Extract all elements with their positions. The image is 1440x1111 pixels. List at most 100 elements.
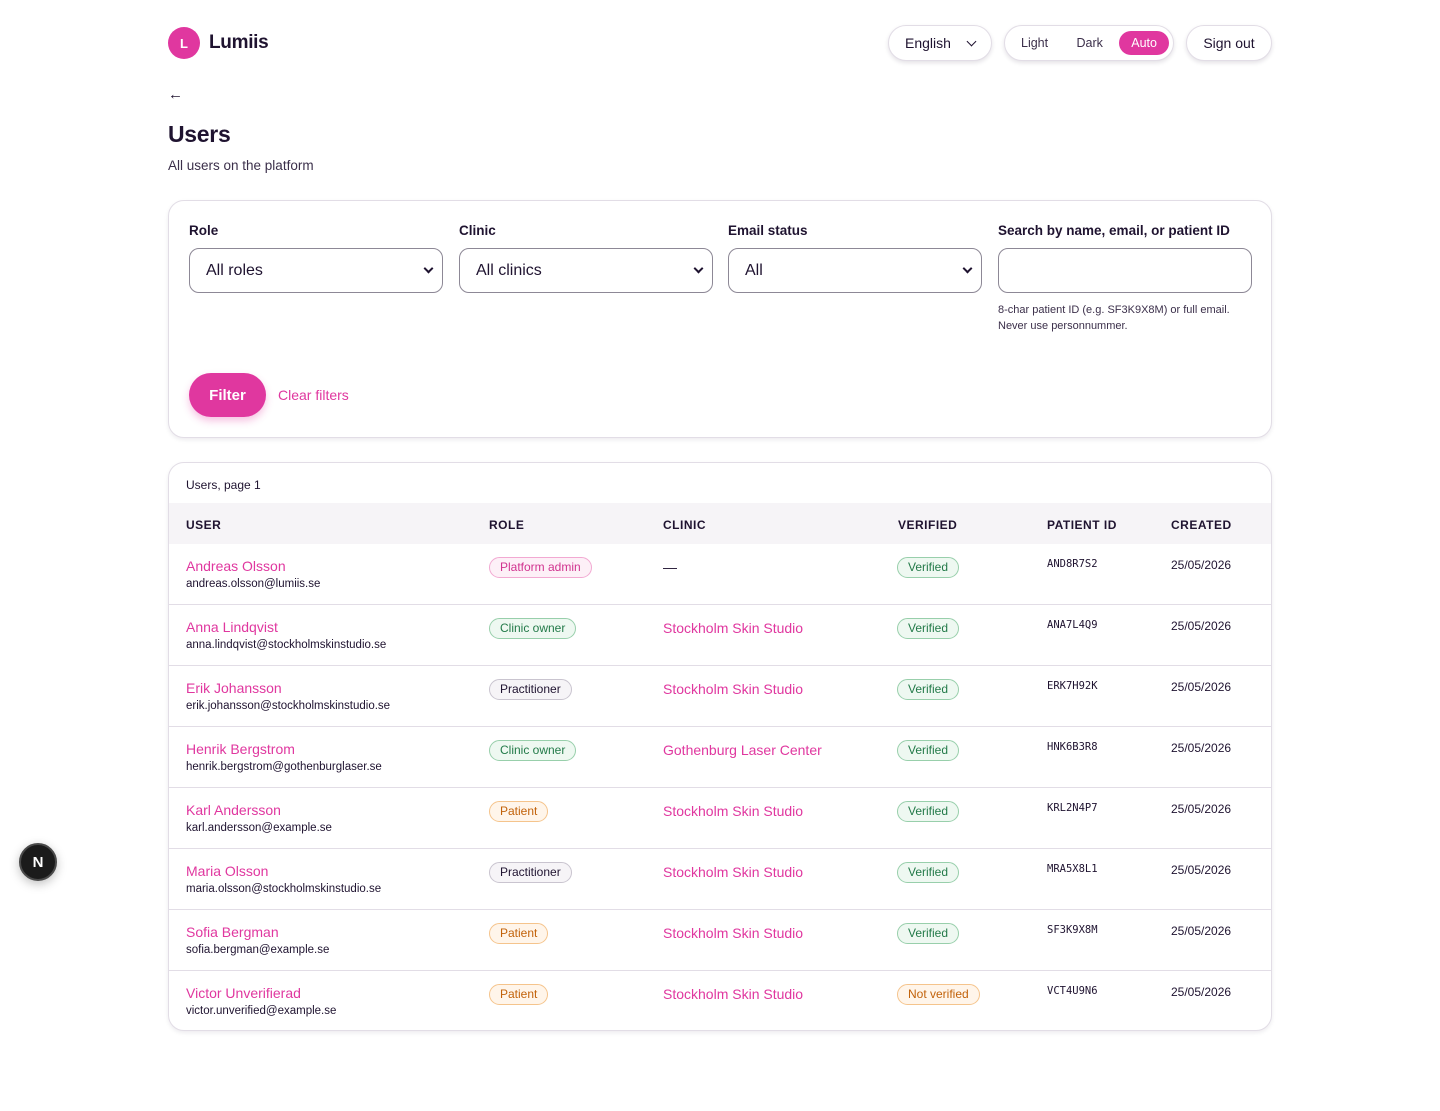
page-title: Users — [168, 121, 231, 147]
user-name-link[interactable]: Erik Johansson — [186, 680, 282, 696]
table-row: Henrik Bergstrom henrik.bergstrom@gothen… — [169, 727, 1271, 788]
email-status-select-value: All — [745, 261, 763, 279]
created-cell: 25/05/2026 — [1171, 863, 1232, 877]
column-header-clinic: CLINIC — [663, 518, 706, 532]
user-name-link[interactable]: Maria Olsson — [186, 863, 269, 879]
search-label: Search by name, email, or patient ID — [998, 223, 1230, 238]
clinic-link[interactable]: Stockholm Skin Studio — [663, 681, 804, 697]
top-header: L Lumiis English Light Dark Auto Sign ou… — [168, 24, 1272, 62]
verified-badge: Verified — [897, 557, 960, 578]
table-row: Victor Unverifierad victor.unverified@ex… — [169, 971, 1271, 1030]
header-actions: English Light Dark Auto Sign out — [888, 25, 1272, 61]
user-name-link[interactable]: Sofia Bergman — [186, 924, 279, 940]
patient-id-cell: AND8R7S2 — [1047, 558, 1098, 570]
clinic-link[interactable]: Gothenburg Laser Center — [663, 742, 822, 758]
language-select[interactable]: English — [888, 25, 992, 61]
sign-out-button[interactable]: Sign out — [1186, 25, 1272, 61]
column-header-patient-id: PATIENT ID — [1047, 518, 1117, 532]
role-select-value: All roles — [206, 261, 263, 279]
column-header-verified: VERIFIED — [898, 518, 958, 532]
user-email: victor.unverified@example.se — [186, 1005, 337, 1017]
user-email: erik.johansson@stockholmskinstudio.se — [186, 700, 391, 712]
filter-button[interactable]: Filter — [189, 373, 266, 417]
table-row: Andreas Olsson andreas.olsson@lumiis.se … — [169, 544, 1271, 605]
created-cell: 25/05/2026 — [1171, 558, 1232, 572]
created-cell: 25/05/2026 — [1171, 741, 1232, 755]
user-cell: Sofia Bergman sofia.bergman@example.se — [186, 924, 329, 956]
created-cell: 25/05/2026 — [1171, 802, 1232, 816]
patient-id-cell: ERK7H92K — [1047, 680, 1098, 692]
email-status-select[interactable]: All — [728, 248, 982, 293]
role-filter-label: Role — [189, 223, 219, 238]
role-badge: Patient — [489, 984, 549, 1005]
theme-toggle: Light Dark Auto — [1004, 25, 1174, 61]
email-status-filter-group: Email status All — [728, 223, 982, 293]
chevron-down-icon — [693, 263, 704, 274]
user-cell: Erik Johansson erik.johansson@stockholms… — [186, 680, 390, 712]
clinic-link[interactable]: Stockholm Skin Studio — [663, 620, 804, 636]
created-cell: 25/05/2026 — [1171, 985, 1232, 999]
table-body: Andreas Olsson andreas.olsson@lumiis.se … — [169, 544, 1271, 1030]
clear-filters-link[interactable]: Clear filters — [278, 387, 349, 403]
user-cell: Henrik Bergstrom henrik.bergstrom@gothen… — [186, 741, 382, 773]
role-badge: Platform admin — [489, 557, 592, 578]
chevron-down-icon — [962, 263, 973, 274]
role-badge: Practitioner — [489, 862, 572, 883]
user-cell: Maria Olsson maria.olsson@stockholmskins… — [186, 863, 381, 895]
theme-light-option[interactable]: Light — [1021, 36, 1049, 50]
chevron-down-icon — [966, 36, 977, 46]
user-email: maria.olsson@stockholmskinstudio.se — [186, 883, 382, 895]
column-header-role: ROLE — [489, 518, 525, 532]
user-email: henrik.bergstrom@gothenburglaser.se — [186, 761, 382, 773]
theme-dark-option[interactable]: Dark — [1076, 36, 1103, 50]
verified-badge: Verified — [897, 801, 960, 822]
email-status-filter-label: Email status — [728, 223, 808, 238]
table-row: Anna Lindqvist anna.lindqvist@stockholms… — [169, 605, 1271, 666]
role-filter-group: Role All roles — [189, 223, 443, 293]
user-cell: Victor Unverifierad victor.unverified@ex… — [186, 985, 336, 1017]
verified-badge: Verified — [897, 862, 960, 883]
clinic-link[interactable]: Stockholm Skin Studio — [663, 864, 804, 880]
table-row: Sofia Bergman sofia.bergman@example.se P… — [169, 910, 1271, 971]
user-email: karl.andersson@example.se — [186, 822, 332, 834]
role-badge: Patient — [489, 801, 549, 822]
column-header-created: CREATED — [1171, 518, 1232, 532]
clinic-cell: — — [663, 559, 677, 575]
patient-id-cell: VCT4U9N6 — [1047, 985, 1098, 997]
clinic-filter-group: Clinic All clinics — [459, 223, 713, 293]
page-subtitle: All users on the platform — [168, 158, 314, 173]
user-name-link[interactable]: Anna Lindqvist — [186, 619, 278, 635]
user-email: anna.lindqvist@stockholmskinstudio.se — [186, 639, 387, 651]
created-cell: 25/05/2026 — [1171, 680, 1232, 694]
table-row: Karl Andersson karl.andersson@example.se… — [169, 788, 1271, 849]
users-table-card: Users, page 1 USER ROLE CLINIC VERIFIED … — [168, 462, 1272, 1031]
user-name-link[interactable]: Andreas Olsson — [186, 558, 286, 574]
role-badge: Clinic owner — [489, 740, 577, 761]
chevron-down-icon — [423, 263, 434, 274]
user-name-link[interactable]: Henrik Bergstrom — [186, 741, 295, 757]
user-email: andreas.olsson@lumiis.se — [186, 578, 321, 590]
clinic-link[interactable]: Stockholm Skin Studio — [663, 803, 804, 819]
role-badge: Clinic owner — [489, 618, 577, 639]
verified-badge: Not verified — [897, 984, 980, 1005]
user-cell: Andreas Olsson andreas.olsson@lumiis.se — [186, 558, 320, 590]
nextjs-dev-icon[interactable]: N — [19, 843, 57, 881]
search-input[interactable] — [998, 248, 1252, 293]
clinic-link[interactable]: Stockholm Skin Studio — [663, 986, 804, 1002]
search-filter-group: Search by name, email, or patient ID 8-c… — [998, 223, 1252, 334]
table-caption: Users, page 1 — [186, 478, 261, 492]
clinic-link[interactable]: Stockholm Skin Studio — [663, 925, 804, 941]
role-select[interactable]: All roles — [189, 248, 443, 293]
user-name-link[interactable]: Victor Unverifierad — [186, 985, 301, 1001]
patient-id-cell: MRA5X8L1 — [1047, 863, 1098, 875]
clinic-select[interactable]: All clinics — [459, 248, 713, 293]
table-row: Erik Johansson erik.johansson@stockholms… — [169, 666, 1271, 727]
patient-id-cell: KRL2N4P7 — [1047, 802, 1098, 814]
brand[interactable]: L Lumiis — [168, 27, 269, 59]
verified-badge: Verified — [897, 923, 960, 944]
table-row: Maria Olsson maria.olsson@stockholmskins… — [169, 849, 1271, 910]
user-cell: Karl Andersson karl.andersson@example.se — [186, 802, 332, 834]
theme-auto-option[interactable]: Auto — [1119, 31, 1169, 55]
user-name-link[interactable]: Karl Andersson — [186, 802, 281, 818]
back-arrow-icon[interactable]: ← — [168, 86, 183, 103]
